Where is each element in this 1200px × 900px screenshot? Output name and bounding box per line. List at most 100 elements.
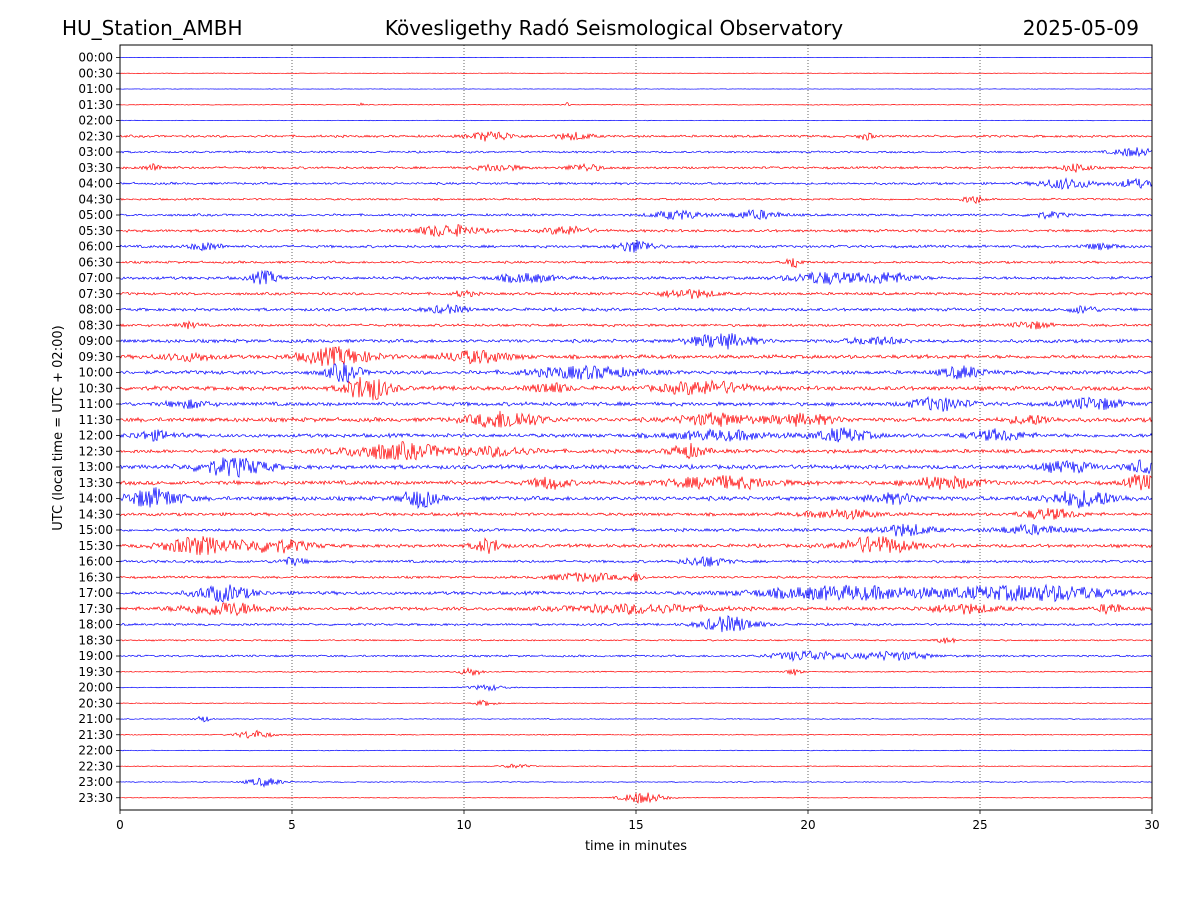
row-label: 05:00	[78, 208, 113, 222]
trace-1900	[119, 650, 1153, 662]
trace-0930	[119, 346, 1153, 367]
row-label: 20:30	[78, 696, 113, 710]
x-tick-label: 15	[628, 818, 643, 832]
trace-1930	[119, 667, 1153, 676]
trace-0300	[119, 147, 1153, 158]
vertical-gridlines	[291, 45, 981, 810]
trace-1100	[119, 396, 1153, 412]
trace-1600	[119, 556, 1153, 567]
x-tick-label: 0	[116, 818, 124, 832]
row-label: 06:00	[78, 240, 113, 254]
trace-0330	[119, 163, 1153, 173]
row-label: 16:00	[78, 555, 113, 569]
trace-0600	[119, 239, 1153, 253]
trace-1800	[119, 615, 1153, 633]
trace-1200	[119, 427, 1153, 443]
row-label: 03:30	[78, 161, 113, 175]
row-label: 18:00	[78, 618, 113, 632]
row-label: 17:00	[78, 586, 113, 600]
row-label: 22:30	[78, 759, 113, 773]
row-label: 13:00	[78, 460, 113, 474]
row-label: 21:30	[78, 728, 113, 742]
row-label: 09:00	[78, 334, 113, 348]
trace-0530	[119, 224, 1153, 238]
trace-1300	[119, 457, 1153, 478]
row-label: 11:30	[78, 413, 113, 427]
trace-0800	[119, 303, 1153, 315]
row-label: 04:00	[78, 177, 113, 191]
row-label: 23:30	[78, 791, 113, 805]
row-label: 00:30	[78, 66, 113, 80]
row-label: 12:00	[78, 429, 113, 443]
row-label: 16:30	[78, 570, 113, 584]
row-label: 02:00	[78, 114, 113, 128]
plot-frame	[119, 44, 1153, 811]
x-tick-label: 10	[456, 818, 471, 832]
trace-0130	[119, 101, 1153, 107]
trace-1830	[119, 637, 1153, 644]
row-label: 13:30	[78, 476, 113, 490]
trace-0900	[119, 333, 1153, 350]
row-label: 15:00	[78, 523, 113, 537]
seismic-traces	[119, 56, 1153, 804]
trace-0400	[119, 177, 1153, 190]
trace-2200	[119, 749, 1153, 752]
trace-0830	[119, 320, 1153, 330]
trace-2300	[119, 777, 1153, 788]
x-tick-label: 20	[800, 818, 815, 832]
trace-2230	[119, 763, 1153, 769]
row-label: 01:00	[78, 82, 113, 96]
row-label: 07:00	[78, 271, 113, 285]
trace-1700	[119, 583, 1153, 603]
trace-0030	[119, 72, 1153, 74]
trace-0100	[119, 88, 1153, 90]
trace-1430	[119, 508, 1153, 521]
row-label: 23:00	[78, 775, 113, 789]
row-label: 07:30	[78, 287, 113, 301]
trace-1030	[119, 376, 1153, 401]
row-label: 21:00	[78, 712, 113, 726]
trace-0430	[119, 195, 1153, 205]
row-label: 05:30	[78, 224, 113, 238]
row-label: 01:30	[78, 98, 113, 112]
trace-2030	[119, 699, 1153, 707]
trace-0730	[119, 289, 1153, 299]
row-label: 04:30	[78, 192, 113, 206]
x-axis-label: time in minutes	[585, 839, 687, 854]
trace-1530	[119, 535, 1153, 556]
row-label: 10:00	[78, 366, 113, 380]
row-label: 19:00	[78, 649, 113, 663]
row-label: 00:00	[78, 51, 113, 65]
trace-1230	[119, 441, 1153, 461]
row-label: 22:00	[78, 744, 113, 758]
trace-0500	[119, 209, 1153, 221]
trace-1000	[119, 362, 1153, 384]
x-tick-label: 30	[1144, 818, 1159, 832]
row-label: 02:30	[78, 129, 113, 143]
trace-1630	[119, 572, 1153, 583]
chart-title: Kövesligethy Radó Seismological Observat…	[385, 16, 843, 40]
trace-0200	[119, 119, 1153, 122]
row-label: 14:30	[78, 507, 113, 521]
x-tick-label: 5	[288, 818, 296, 832]
row-label: 12:30	[78, 444, 113, 458]
row-label: 10:30	[78, 381, 113, 395]
row-label: 17:30	[78, 602, 113, 616]
row-label: 19:30	[78, 665, 113, 679]
row-label: 15:30	[78, 539, 113, 553]
y-axis-label: UTC (local time = UTC + 02:00)	[51, 325, 66, 530]
row-label: 14:00	[78, 492, 113, 506]
row-label: 08:30	[78, 318, 113, 332]
trace-1730	[119, 602, 1153, 617]
chart-date: 2025-05-09	[1023, 16, 1139, 40]
station-name: HU_Station_AMBH	[62, 16, 242, 40]
x-axis-ticks: 0 5 10 15 20 25 30	[116, 810, 1160, 832]
trace-1330	[119, 474, 1153, 491]
trace-1400	[119, 487, 1153, 510]
trace-2130	[119, 729, 1153, 739]
row-label: 18:30	[78, 633, 113, 647]
row-label: 11:00	[78, 397, 113, 411]
trace-0700	[119, 269, 1153, 286]
